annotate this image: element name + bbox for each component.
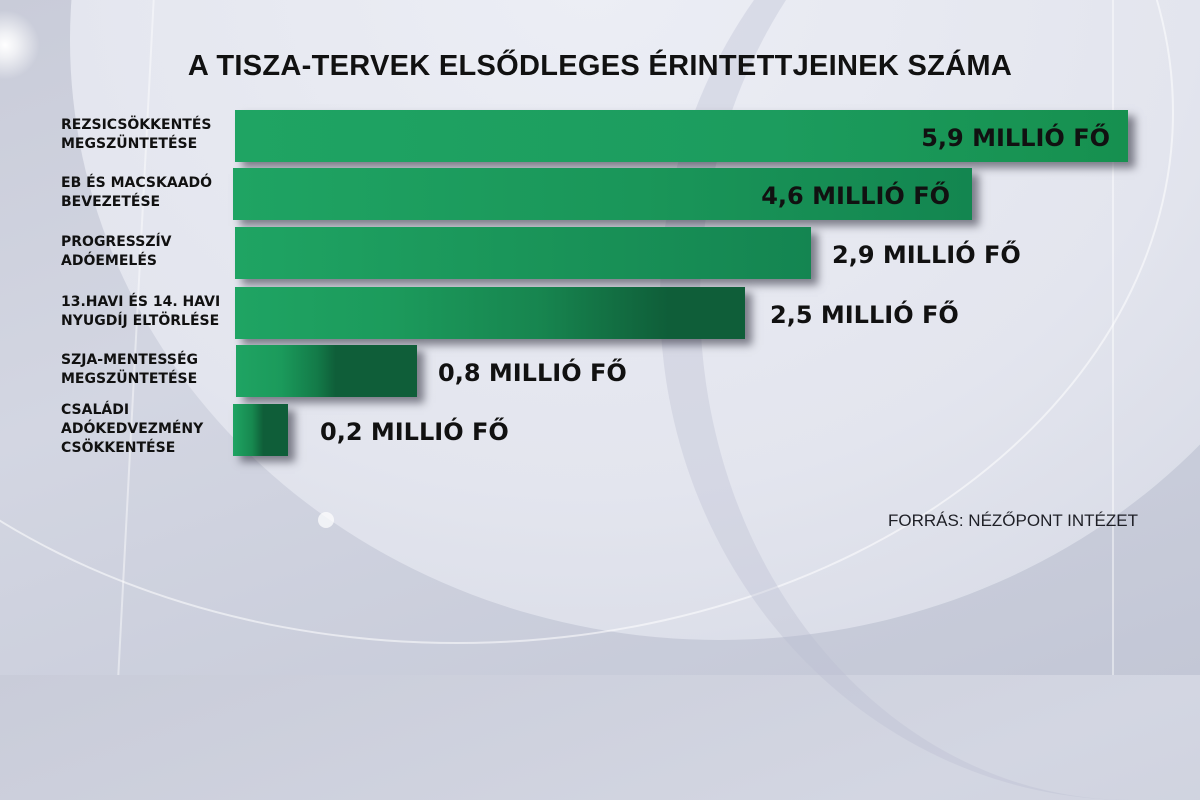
- bar-label-line: MEGSZÜNTETÉSE: [61, 136, 198, 152]
- bar-label-line: ADÓEMELÉS: [61, 253, 157, 269]
- bar-label: 13.HAVI ÉS 14. HAVI NYUGDÍJ ELTÖRLÉSE: [61, 293, 241, 331]
- background-dot: [318, 512, 334, 528]
- bar-label-line: ADÓKEDVEZMÉNY: [61, 421, 204, 437]
- bar-label-line: EB ÉS MACSKAADÓ: [61, 175, 213, 191]
- bar-row: PROGRESSZÍV ADÓEMELÉS 2,9 MILLIÓ FŐ: [0, 227, 1200, 279]
- bar-row: SZJA-MENTESSÉG MEGSZÜNTETÉSE 0,8 MILLIÓ …: [0, 345, 1200, 397]
- bar-label: EB ÉS MACSKAADÓ BEVEZETÉSE: [61, 174, 241, 212]
- bar: [233, 404, 288, 456]
- bar-value: 2,9 MILLIÓ FŐ: [832, 241, 1021, 269]
- bar-row: EB ÉS MACSKAADÓ BEVEZETÉSE 4,6 MILLIÓ FŐ: [0, 168, 1200, 220]
- bar-label-line: BEVEZETÉSE: [61, 194, 161, 210]
- bar-row: REZSICSÖKKENTÉS MEGSZÜNTETÉSE 5,9 MILLIÓ…: [0, 110, 1200, 162]
- bar-value: 2,5 MILLIÓ FŐ: [770, 301, 959, 329]
- bar-label-line: 13.HAVI ÉS 14. HAVI: [61, 294, 221, 310]
- bar-label-line: CSÖKKENTÉSE: [61, 440, 176, 456]
- bar-label: REZSICSÖKKENTÉS MEGSZÜNTETÉSE: [61, 116, 241, 154]
- chart-title: A TISZA-TERVEK ELSŐDLEGES ÉRINTETTJEINEK…: [187, 50, 1013, 82]
- bar: [235, 287, 745, 339]
- bar-value: 0,8 MILLIÓ FŐ: [438, 359, 627, 387]
- bar: 4,6 MILLIÓ FŐ: [233, 168, 972, 220]
- source-note: FORRÁS: NÉZŐPONT INTÉZET: [888, 511, 1138, 530]
- bar-label-line: PROGRESSZÍV: [61, 234, 172, 250]
- bar: 5,9 MILLIÓ FŐ: [235, 110, 1128, 162]
- bar-row: CSALÁDI ADÓKEDVEZMÉNY CSÖKKENTÉSE 0,2 MI…: [0, 401, 1200, 458]
- bar-label-line: MEGSZÜNTETÉSE: [61, 371, 198, 387]
- bar-label: CSALÁDI ADÓKEDVEZMÉNY CSÖKKENTÉSE: [61, 401, 241, 458]
- bar-value: 4,6 MILLIÓ FŐ: [761, 182, 950, 210]
- bar-label-line: SZJA-MENTESSÉG: [61, 352, 199, 368]
- bar: [235, 227, 811, 279]
- bar: [236, 345, 417, 397]
- bar-label-line: CSALÁDI: [61, 402, 130, 418]
- bar-value: 5,9 MILLIÓ FŐ: [921, 124, 1110, 152]
- bar-value: 0,2 MILLIÓ FŐ: [320, 418, 509, 446]
- bar-label: PROGRESSZÍV ADÓEMELÉS: [61, 233, 241, 271]
- bar-row: 13.HAVI ÉS 14. HAVI NYUGDÍJ ELTÖRLÉSE 2,…: [0, 287, 1200, 339]
- bar-label-line: REZSICSÖKKENTÉS: [61, 117, 212, 133]
- bar-label: SZJA-MENTESSÉG MEGSZÜNTETÉSE: [61, 351, 241, 389]
- bar-label-line: NYUGDÍJ ELTÖRLÉSE: [61, 313, 220, 329]
